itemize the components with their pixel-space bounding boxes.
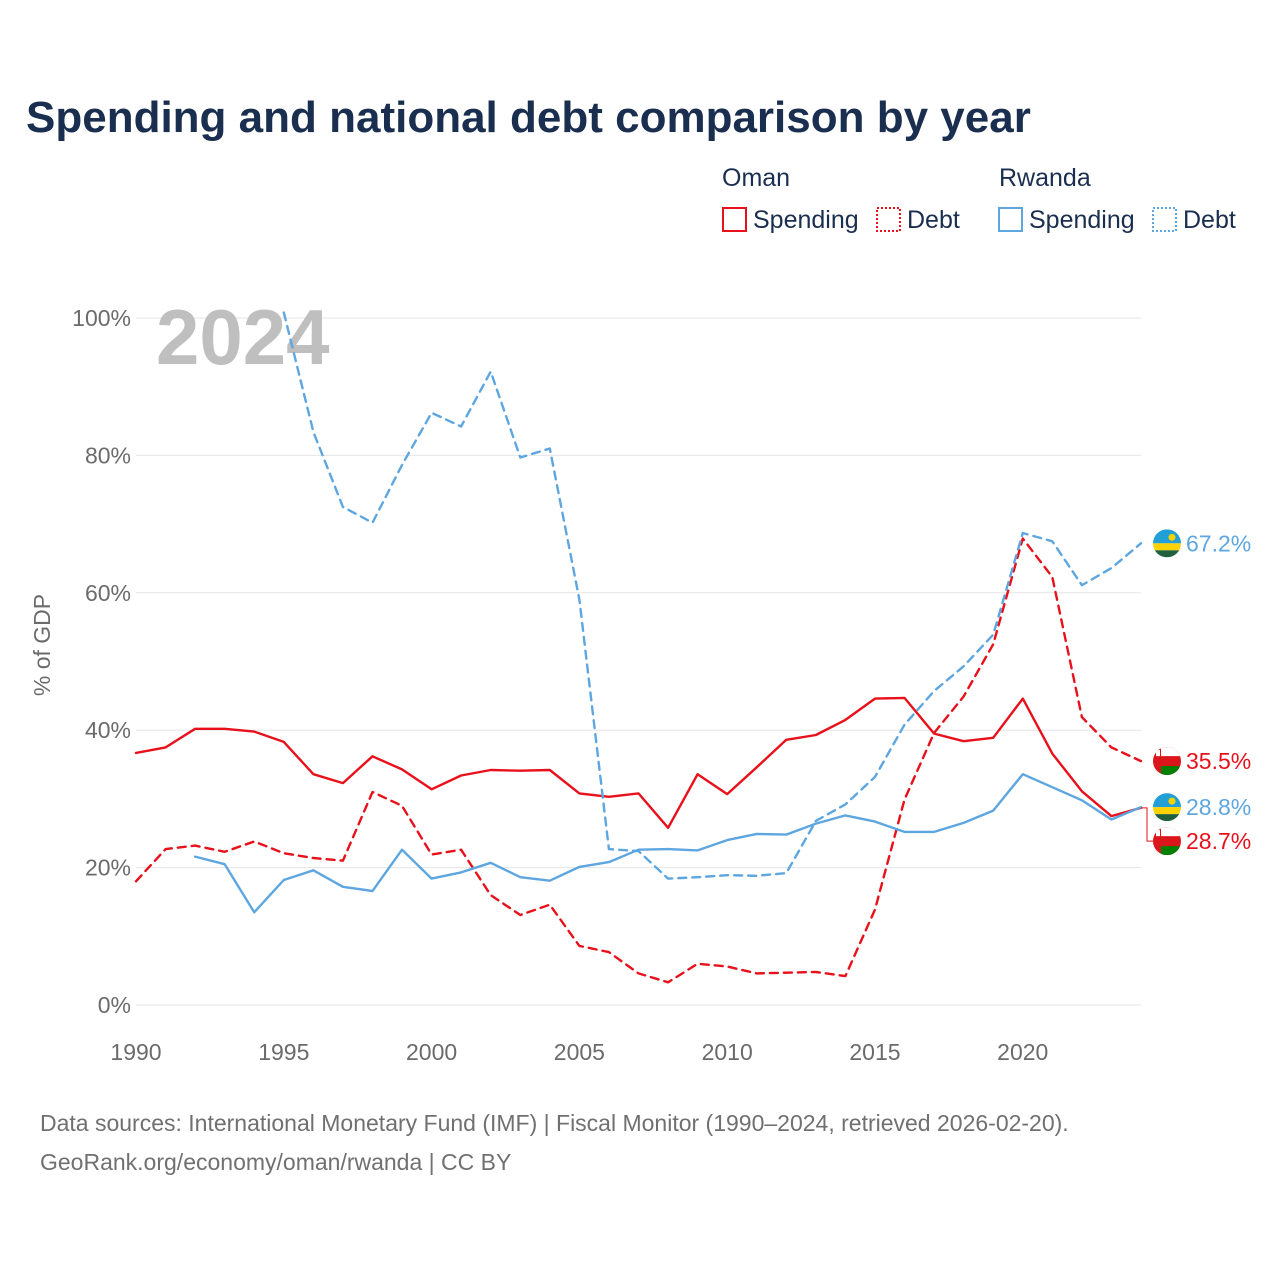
rwanda-spending-end-label: 28.8% <box>1186 794 1251 820</box>
oman-debt-end-label: 35.5% <box>1186 748 1251 774</box>
rwanda-flag-icon <box>1153 529 1181 558</box>
x-tick-label: 2015 <box>849 1039 900 1065</box>
oman-debt-line[interactable] <box>134 537 1143 984</box>
y-tick-label: 100% <box>72 305 131 331</box>
x-tick-label: 1995 <box>258 1039 309 1065</box>
x-axis-ticks: 1990 1995 2000 2005 2010 2015 2020 <box>110 1039 1048 1065</box>
legend-group-rwanda: Rwanda <box>999 164 1091 192</box>
gridlines <box>136 317 1141 1006</box>
series-lines <box>134 311 1143 984</box>
y-tick-label: 40% <box>85 717 131 743</box>
y-tick-label: 60% <box>85 580 131 606</box>
legend-group-oman: Oman <box>722 164 790 192</box>
legend-swatch-rwanda-spending[interactable] <box>998 207 1023 232</box>
x-tick-label: 2010 <box>702 1039 753 1065</box>
y-axis-ticks: 0% 20% 40% 60% 80% 100% <box>72 305 131 1018</box>
source-line-1: Data sources: International Monetary Fun… <box>40 1110 1069 1136</box>
rwanda-flag-icon <box>1153 793 1181 822</box>
legend-label-rwanda-debt[interactable]: Debt <box>1183 206 1236 234</box>
x-tick-label: 2000 <box>406 1039 457 1065</box>
y-axis-label: % of GDP <box>29 594 55 696</box>
oman-spending-end-label: 28.7% <box>1186 828 1251 854</box>
source-line-2[interactable]: GeoRank.org/economy/oman/rwanda | CC BY <box>40 1149 511 1175</box>
x-tick-label: 2005 <box>554 1039 605 1065</box>
rwanda-spending-line[interactable] <box>193 773 1143 914</box>
oman-spending-label-connector <box>1141 807 1153 842</box>
legend-label-oman-debt[interactable]: Debt <box>907 206 960 234</box>
end-labels: 67.2% 35.5% 28.8% 28.7% <box>1141 529 1251 856</box>
legend-swatch-rwanda-debt[interactable] <box>1152 207 1177 232</box>
x-tick-label: 1990 <box>110 1039 161 1065</box>
oman-spending-line[interactable] <box>134 696 1143 829</box>
oman-flag-icon <box>1153 827 1181 856</box>
y-tick-label: 0% <box>98 992 131 1018</box>
oman-flag-icon <box>1153 747 1181 776</box>
y-tick-label: 80% <box>85 442 131 468</box>
legend-label-rwanda-spending[interactable]: Spending <box>1029 206 1135 234</box>
y-tick-label: 20% <box>85 855 131 881</box>
rwanda-debt-end-label: 67.2% <box>1186 530 1251 556</box>
legend-swatch-oman-spending[interactable] <box>722 207 747 232</box>
chart-title: Spending and national debt comparison by… <box>26 93 1031 142</box>
legend: Oman Rwanda Spending Debt Spending Debt <box>722 164 1236 234</box>
year-watermark: 2024 <box>156 293 330 381</box>
x-tick-label: 2020 <box>997 1039 1048 1065</box>
legend-swatch-oman-debt[interactable] <box>876 207 901 232</box>
rwanda-debt-line[interactable] <box>282 311 1143 880</box>
legend-label-oman-spending[interactable]: Spending <box>753 206 859 234</box>
